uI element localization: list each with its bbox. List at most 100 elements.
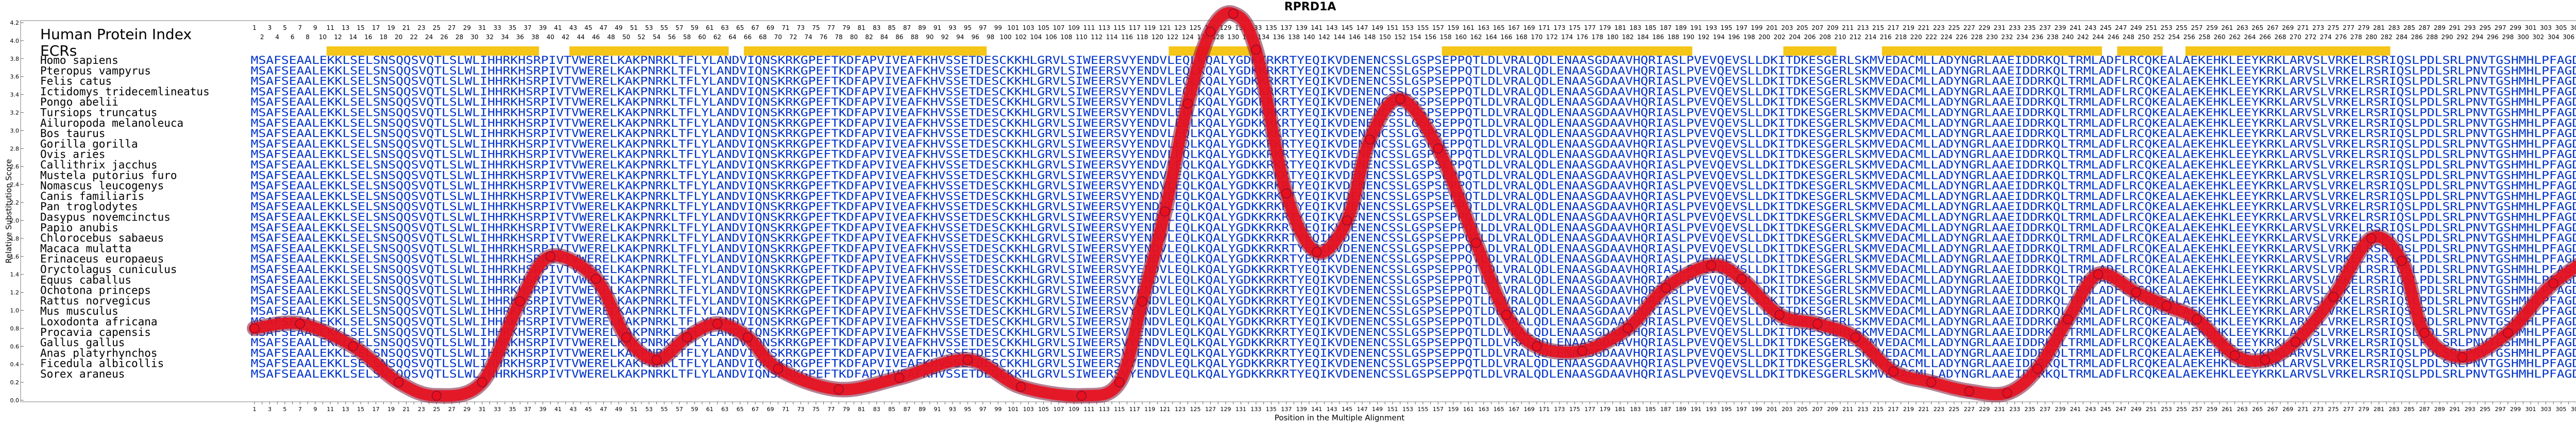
species-name: Tursiops truncatus xyxy=(40,107,158,119)
index-number: 284 xyxy=(2396,33,2408,41)
x-tick-label: 187 xyxy=(1660,406,1671,413)
x-tick-label: 125 xyxy=(1190,406,1201,413)
y-tick-label: 3.0 xyxy=(10,127,20,134)
index-number: 10 xyxy=(319,33,327,41)
index-number: 159 xyxy=(1447,24,1459,31)
species-name: Gallus gallus xyxy=(40,336,125,349)
index-number: 84 xyxy=(880,33,888,41)
sequence-row: MSAFSEAALEKKLSELSNSQQSVQTLSLWLIHHRKHSRPI… xyxy=(251,368,2576,380)
index-number: 130 xyxy=(1227,33,1239,41)
x-tick-label: 249 xyxy=(2131,406,2142,413)
index-number: 154 xyxy=(1410,33,1421,41)
series-point xyxy=(2229,350,2240,361)
index-number: 56 xyxy=(668,33,675,41)
x-tick-label: 107 xyxy=(1054,406,1064,413)
index-number: 198 xyxy=(1743,33,1755,41)
x-tick-label: 53 xyxy=(646,406,653,413)
index-number: 105 xyxy=(1038,24,1049,31)
index-number: 113 xyxy=(1098,24,1110,31)
index-header: Human Protein Index xyxy=(40,26,192,43)
index-number: 79 xyxy=(842,24,850,31)
series-point xyxy=(1706,260,1717,270)
index-number: 146 xyxy=(1349,33,1361,41)
index-number: 29 xyxy=(463,24,471,31)
x-tick-label: 213 xyxy=(1858,406,1869,413)
x-axis-label: Position in the Multiple Alignment xyxy=(1275,413,1404,422)
index-number: 78 xyxy=(835,33,842,41)
index-number: 7 xyxy=(298,24,302,31)
index-number: 139 xyxy=(1296,24,1308,31)
index-number: 264 xyxy=(2244,33,2256,41)
index-number: 269 xyxy=(2282,24,2294,31)
series-point xyxy=(1015,382,1026,392)
x-tick-label: 47 xyxy=(600,406,607,413)
series-point xyxy=(2328,292,2338,302)
y-tick-label: 0.8 xyxy=(10,325,20,332)
series-point xyxy=(1622,323,1633,334)
species-name: Papio anubis xyxy=(40,222,118,234)
index-number: 288 xyxy=(2426,33,2438,41)
species-name: Gorilla gorilla xyxy=(40,138,138,150)
index-number: 9 xyxy=(313,24,317,31)
index-number: 145 xyxy=(1341,24,1353,31)
sequence-row: MSAFSEAALEKKLSELSNSQQSVQTLSLWLIHHRKHSRPI… xyxy=(251,326,2576,338)
index-number: 224 xyxy=(1941,33,1953,41)
index-number: 187 xyxy=(1660,24,1672,31)
index-number: 217 xyxy=(1888,24,1900,31)
x-tick-label: 181 xyxy=(1615,406,1625,413)
index-number: 252 xyxy=(2153,33,2165,41)
index-number: 192 xyxy=(1698,33,1709,41)
x-tick-label: 117 xyxy=(1129,406,1140,413)
index-number: 96 xyxy=(971,33,979,41)
series-point xyxy=(1228,8,1239,19)
index-number: 85 xyxy=(888,24,895,31)
index-number: 162 xyxy=(1470,33,1482,41)
index-number: 65 xyxy=(736,24,744,31)
index-number: 246 xyxy=(2108,33,2120,41)
index-number: 259 xyxy=(2206,24,2218,31)
series-point xyxy=(2062,314,2073,325)
index-number: 297 xyxy=(2495,24,2506,31)
index-number: 249 xyxy=(2130,24,2142,31)
series-point xyxy=(2161,301,2172,311)
y-tick-label: 2.6 xyxy=(10,163,20,170)
index-number: 151 xyxy=(1387,24,1399,31)
index-number: 256 xyxy=(2183,33,2195,41)
index-number: 251 xyxy=(2145,24,2157,31)
y-tick-label: 1.8 xyxy=(10,235,20,242)
y-tick-label: 1.2 xyxy=(10,290,20,296)
series-point xyxy=(1736,274,1747,284)
x-tick-label: 255 xyxy=(2176,406,2187,413)
y-tick-label: 4.2 xyxy=(10,20,20,26)
series-point xyxy=(1160,206,1170,217)
index-number: 47 xyxy=(600,24,607,31)
y-tick-label: 3.2 xyxy=(10,110,20,116)
x-tick-label: 133 xyxy=(1250,406,1261,413)
x-tick-label: 41 xyxy=(554,406,562,413)
index-number: 223 xyxy=(1933,24,1945,31)
x-tick-label: 7 xyxy=(298,406,302,413)
x-tick-label: 17 xyxy=(372,406,380,413)
series-point xyxy=(1471,237,1481,248)
x-tick-label: 195 xyxy=(1721,406,1732,413)
series-point xyxy=(1501,310,1512,320)
index-number: 135 xyxy=(1265,24,1277,31)
x-tick-label: 233 xyxy=(2009,406,2020,413)
series-point xyxy=(2548,278,2558,288)
y-tick-label: 3.6 xyxy=(10,74,20,80)
index-number: 203 xyxy=(1781,24,1793,31)
index-number: 18 xyxy=(380,33,387,41)
x-tick-label: 89 xyxy=(919,406,926,413)
index-number: 169 xyxy=(1523,24,1535,31)
x-tick-label: 143 xyxy=(1327,406,1337,413)
index-number: 123 xyxy=(1174,24,1186,31)
index-number: 149 xyxy=(1371,24,1383,31)
index-number: 302 xyxy=(2532,33,2544,41)
index-number: 164 xyxy=(1485,33,1497,41)
index-number: 57 xyxy=(675,24,683,31)
x-tick-label: 217 xyxy=(1888,406,1899,413)
index-number: 71 xyxy=(782,24,789,31)
sequence-row: MSAFSEAALEKKLSELSNSQQSVQTLSLWLIHHRKHSRPI… xyxy=(251,200,2576,213)
index-number: 260 xyxy=(2214,33,2226,41)
index-number: 98 xyxy=(987,33,994,41)
